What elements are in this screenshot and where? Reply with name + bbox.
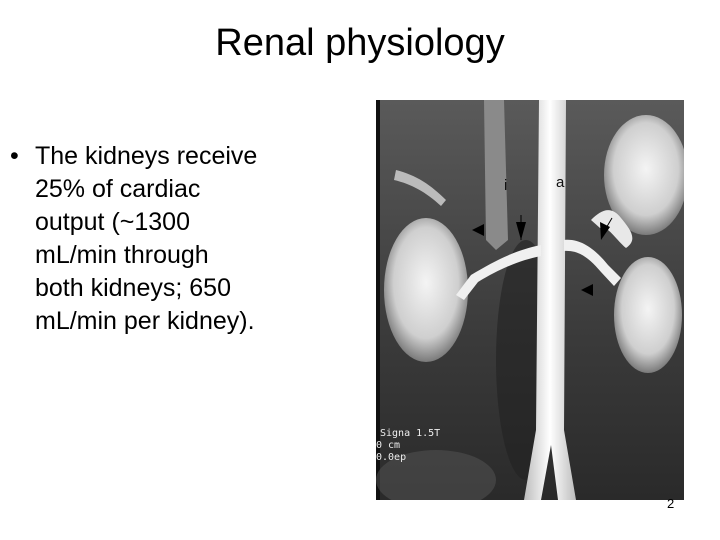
arrow-line bbox=[601, 217, 613, 236]
left-renal-artery bbox=[456, 245, 541, 300]
arrowhead bbox=[581, 284, 593, 296]
renal-vessel bbox=[591, 210, 633, 248]
vessel bbox=[394, 170, 446, 206]
right-kidney-lower bbox=[614, 257, 682, 373]
bullet-marker: • bbox=[10, 142, 19, 170]
vena-cava bbox=[484, 100, 508, 250]
bullet-line: 25% of cardiac bbox=[35, 175, 201, 203]
slide-title: Renal physiology bbox=[215, 22, 505, 64]
bullet-line: mL/min through bbox=[35, 241, 209, 269]
bullet: • The kidneys receive 25% of cardiac out… bbox=[10, 140, 257, 338]
texture bbox=[376, 450, 496, 500]
bullet-line: output (~1300 bbox=[35, 208, 190, 236]
mri-angiogram: i a Signa 1.5T 0 cm 0.0ep bbox=[376, 100, 684, 500]
aorta bbox=[524, 100, 576, 500]
edge bbox=[376, 100, 380, 500]
scanner-text: Signa 1.5T bbox=[380, 428, 440, 439]
bullet-line: mL/min per kidney). bbox=[35, 307, 255, 335]
scanner-text: 0.0ep bbox=[376, 452, 406, 463]
arrowhead bbox=[472, 224, 484, 236]
scanner-text: 0 cm bbox=[376, 440, 400, 451]
image-label: a bbox=[556, 174, 565, 191]
bullet-line: both kidneys; 650 bbox=[35, 274, 231, 302]
page-number: 2 bbox=[667, 496, 675, 511]
right-renal-artery bbox=[564, 239, 621, 286]
bullet-line: The kidneys receive bbox=[35, 142, 258, 170]
right-kidney-upper bbox=[604, 115, 684, 235]
left-kidney bbox=[384, 218, 468, 362]
image-label: i bbox=[504, 177, 507, 194]
